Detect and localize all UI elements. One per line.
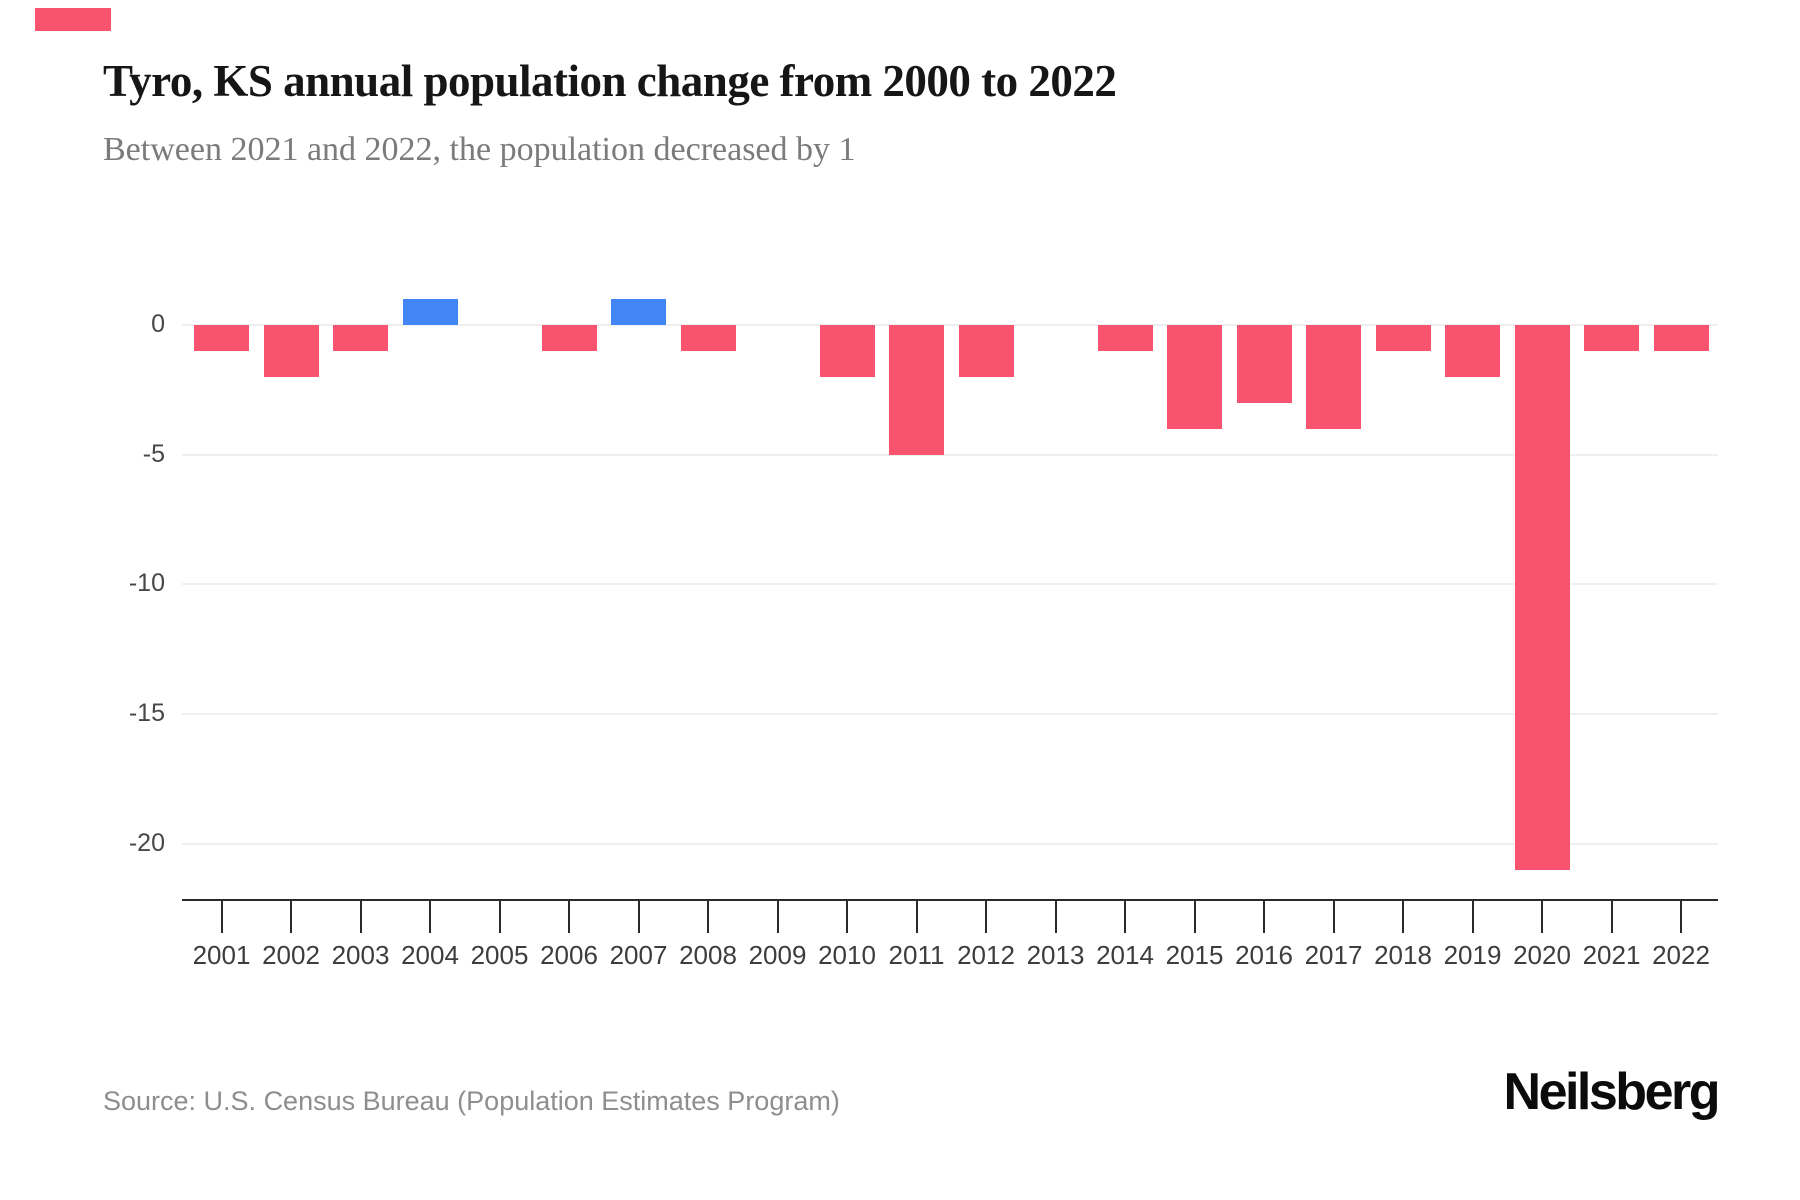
x-axis-tick-label: 2014 xyxy=(1096,940,1154,970)
bar-2019 xyxy=(1445,325,1500,377)
x-axis-tick xyxy=(498,901,501,933)
bar-2014 xyxy=(1097,325,1153,351)
bar-2017 xyxy=(1306,325,1361,429)
bar-2010 xyxy=(819,325,875,377)
x-axis-tick-label: 2015 xyxy=(1165,940,1224,970)
gridline xyxy=(182,842,1718,845)
y-axis-tick-label: 0 xyxy=(151,310,165,338)
x-axis-tick xyxy=(1402,901,1404,933)
x-axis-tick xyxy=(1124,901,1126,933)
x-axis-tick xyxy=(1332,901,1335,933)
chart-subtitle: Between 2021 and 2022, the population de… xyxy=(103,131,856,168)
bar-2008 xyxy=(680,325,736,351)
x-axis-tick-label: 2009 xyxy=(748,940,807,970)
gridline xyxy=(182,712,1718,715)
chart-title: Tyro, KS annual population change from 2… xyxy=(103,56,1117,106)
x-axis-tick xyxy=(429,901,431,933)
x-axis-tick xyxy=(915,901,918,933)
y-axis-tick-label: -5 xyxy=(142,439,165,468)
bar-2016 xyxy=(1236,325,1292,403)
x-axis-tick xyxy=(1193,901,1196,933)
x-axis-tick xyxy=(637,901,640,933)
x-axis-tick-label: 2008 xyxy=(679,940,737,970)
x-axis-tick-label: 2019 xyxy=(1443,940,1502,970)
bar-2004 xyxy=(402,299,458,325)
bar-2011 xyxy=(889,325,944,455)
x-axis-tick-label: 2010 xyxy=(818,940,876,970)
x-axis-tick xyxy=(707,901,709,933)
y-axis-tick-label: -15 xyxy=(128,698,165,727)
x-axis-tick-label: 2002 xyxy=(262,940,320,970)
x-axis-tick xyxy=(985,901,987,933)
x-axis-tick xyxy=(1541,901,1543,933)
x-axis-tick-label: 2003 xyxy=(331,940,390,970)
x-axis-tick-label: 2022 xyxy=(1652,940,1710,970)
x-axis-tick-label: 2004 xyxy=(401,940,459,970)
x-axis-baseline xyxy=(182,899,1718,901)
x-axis-tick xyxy=(359,901,362,933)
x-axis-tick xyxy=(1263,901,1265,933)
x-axis-tick xyxy=(776,901,779,933)
x-axis-tick-label: 2021 xyxy=(1582,940,1641,970)
bar-2007 xyxy=(611,299,666,325)
x-axis-tick xyxy=(290,901,292,933)
bar-2001 xyxy=(194,325,249,351)
y-axis-tick-label: -10 xyxy=(128,569,165,598)
x-axis-tick-label: 2018 xyxy=(1374,940,1432,970)
x-axis-tick-label: 2006 xyxy=(540,940,598,970)
gridline xyxy=(182,324,1718,326)
bar-2002 xyxy=(263,325,319,377)
gridline xyxy=(182,453,1718,456)
x-axis-tick xyxy=(1054,901,1057,933)
x-axis-tick xyxy=(1610,901,1613,933)
source-note: Source: U.S. Census Bureau (Population E… xyxy=(103,1086,840,1116)
x-axis-tick-label: 2007 xyxy=(609,940,668,970)
bar-2018 xyxy=(1375,325,1431,351)
bar-2022 xyxy=(1653,325,1709,351)
bar-2021 xyxy=(1584,325,1639,351)
x-axis-tick xyxy=(1680,901,1682,933)
x-axis-tick-label: 2001 xyxy=(192,940,251,970)
y-axis-tick-label: -20 xyxy=(128,828,165,857)
x-axis-tick xyxy=(220,901,223,933)
x-axis-tick xyxy=(1471,901,1474,933)
x-axis-tick-label: 2005 xyxy=(470,940,529,970)
x-axis-tick-label: 2017 xyxy=(1304,940,1363,970)
x-axis-tick-label: 2013 xyxy=(1026,940,1085,970)
bar-2003 xyxy=(333,325,388,351)
brand-accent-mark xyxy=(35,8,111,31)
bar-2012 xyxy=(958,325,1014,377)
bar-2015 xyxy=(1167,325,1222,429)
neilsberg-logo: Neilsberg xyxy=(1503,1063,1721,1121)
x-axis-tick-label: 2012 xyxy=(957,940,1015,970)
bar-2006 xyxy=(541,325,597,351)
x-axis-tick xyxy=(846,901,848,933)
gridline xyxy=(182,583,1718,586)
x-axis-tick xyxy=(568,901,570,933)
x-axis-tick-label: 2011 xyxy=(888,940,945,970)
bar-2020 xyxy=(1514,325,1570,870)
x-axis-tick-label: 2016 xyxy=(1235,940,1293,970)
x-axis-tick-label: 2020 xyxy=(1513,940,1571,970)
